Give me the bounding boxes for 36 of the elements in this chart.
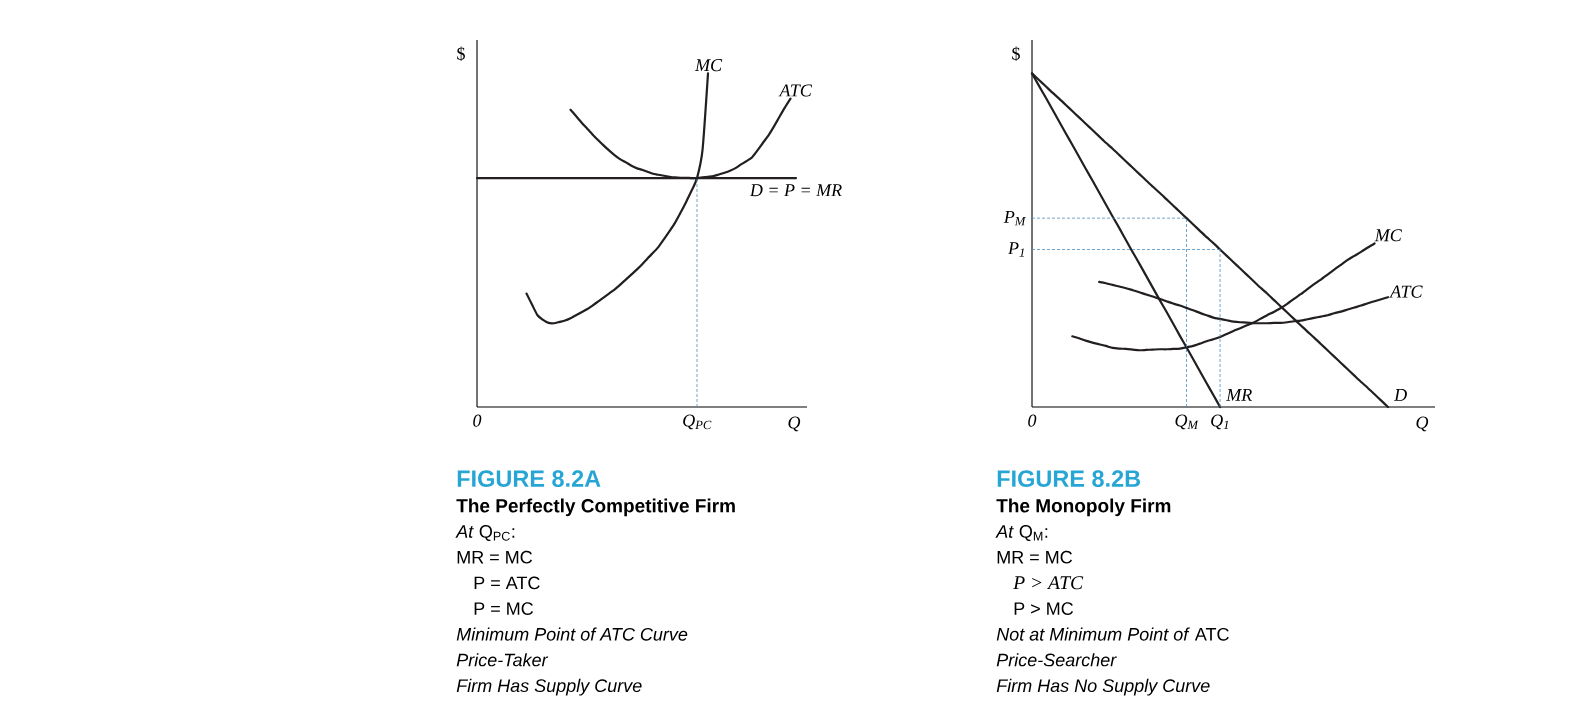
x-tick-label: Q$_{1}$ [1211, 414, 1229, 430]
ref-line-label: P$_{1}$ [1007, 242, 1024, 257]
series-label: MR [1226, 388, 1252, 401]
text: Not at Minimum Point of ATC [996, 627, 1229, 641]
text: FIGURE 8.2B [997, 470, 1141, 487]
y-axis-title: $ [457, 46, 465, 61]
x-axis-title: Q [1416, 416, 1429, 432]
text: P = MC [474, 602, 534, 615]
text: Minimum Point of ATC Curve [456, 627, 688, 641]
text: MR = MC [457, 550, 533, 564]
text: Firm Has No Supply Curve [996, 678, 1210, 696]
text: Price-Searcher [996, 653, 1117, 667]
x-tick-label: Q$_{M}$ [1175, 414, 1199, 430]
text: The Monopoly Firm [996, 498, 1171, 517]
series-label: ATC [1389, 285, 1423, 298]
text: FIGURE 8.2A [457, 470, 601, 487]
series-label: MC [1374, 229, 1402, 242]
x-axis-title: Q [788, 416, 801, 432]
text: MR = MC [997, 550, 1072, 564]
text: The Perfectly Competitive Firm [456, 498, 735, 517]
x-tick-label: Q$_{PC}$ [683, 414, 712, 430]
text: P > MC [1014, 602, 1074, 615]
text: At Q$_{PC}$: [455, 525, 515, 542]
x-tick-label: 0 [473, 414, 482, 427]
y-axis-title: $ [1012, 46, 1020, 61]
ref-line-label: P$_{M}$ [1003, 210, 1026, 226]
text: At Q$_{M}$: [995, 525, 1048, 542]
series-label: D [1393, 388, 1407, 401]
series-label: MC [694, 59, 723, 72]
text: P > ATC [1013, 576, 1084, 590]
text: P = ATC [474, 576, 540, 590]
text: Firm Has Supply Curve [456, 678, 642, 696]
series-label: D = P = MR [749, 184, 842, 197]
text: Price-Taker [456, 653, 549, 667]
x-tick-label: 0 [1028, 414, 1037, 427]
series-label: ATC [778, 84, 812, 97]
